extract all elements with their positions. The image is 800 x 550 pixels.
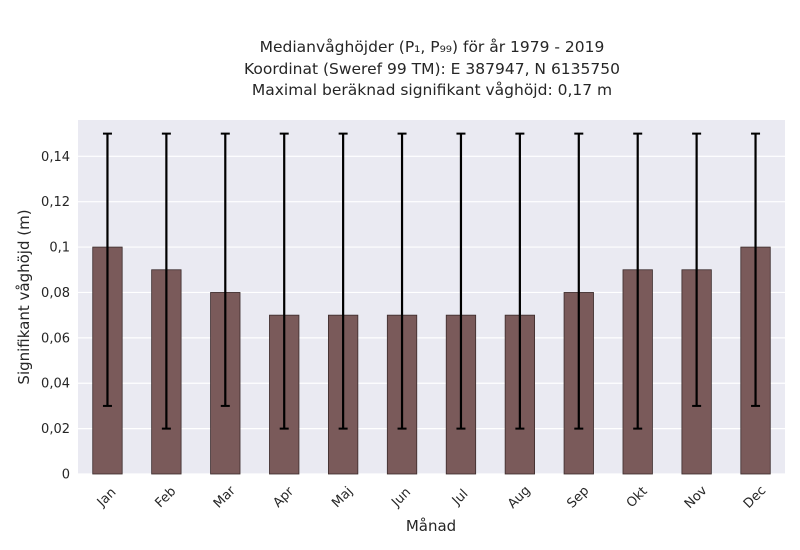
x-tick-label: Jul (449, 487, 471, 509)
title-line-3: Maximal beräknad signifikant våghöjd: 0,… (252, 81, 612, 99)
error-bar-dec (751, 132, 761, 407)
y-tick-label: 0,14 (41, 150, 70, 165)
title-line-1: Medianvåghöjder (P₁, P₉₉) för år 1979 - … (260, 38, 605, 56)
x-tick-label: Nov (682, 483, 711, 512)
y-tick-label: 0,1 (49, 241, 70, 256)
y-tick-label: 0,02 (41, 422, 70, 437)
x-tick-label: Maj (329, 484, 356, 511)
error-bar-mar (220, 132, 230, 407)
error-bars (102, 132, 761, 430)
error-bar-jul (456, 132, 466, 430)
chart-title: Medianvåghöjder (P₁, P₉₉) för år 1979 - … (244, 38, 620, 99)
plot-area (78, 120, 785, 474)
grid-lines (78, 155, 785, 475)
title-line-2: Koordinat (Sweref 99 TM): E 387947, N 61… (244, 60, 620, 78)
x-tick-label: Sep (564, 484, 592, 512)
x-tick-label: Feb (152, 484, 179, 511)
error-bar-jun (397, 132, 407, 430)
x-tick-label: Jan (94, 485, 119, 510)
error-bar-apr (279, 132, 289, 430)
error-bar-nov (692, 132, 702, 407)
y-tick-label: 0,08 (41, 286, 70, 301)
y-axis-ticks: 0 0,02 0,04 0,06 0,08 0,1 0,12 0,14 (41, 150, 70, 483)
x-tick-label: Dec (741, 483, 769, 511)
y-tick-label: 0,12 (41, 195, 70, 210)
x-tick-label: Okt (624, 484, 651, 511)
error-bar-sep (574, 132, 584, 430)
error-bar-okt (633, 132, 643, 430)
error-bar-maj (338, 132, 348, 430)
y-tick-label: 0,06 (41, 331, 70, 346)
error-bar-aug (515, 132, 525, 430)
x-tick-label: Apr (270, 484, 297, 511)
x-axis-ticks: Jan Feb Mar Apr Maj Jun Jul Aug Sep Okt Nov Dec (94, 483, 769, 512)
y-axis-label: Signifikant våghöjd (m) (15, 209, 33, 384)
x-axis-label: Månad (406, 517, 456, 535)
x-tick-label: Aug (505, 483, 534, 512)
error-bar-jan (102, 132, 112, 407)
y-tick-label: 0 (62, 468, 70, 483)
error-bar-feb (161, 132, 171, 430)
x-tick-label: Mar (211, 483, 239, 511)
y-tick-label: 0,04 (41, 377, 70, 392)
x-tick-label: Jun (388, 485, 414, 511)
